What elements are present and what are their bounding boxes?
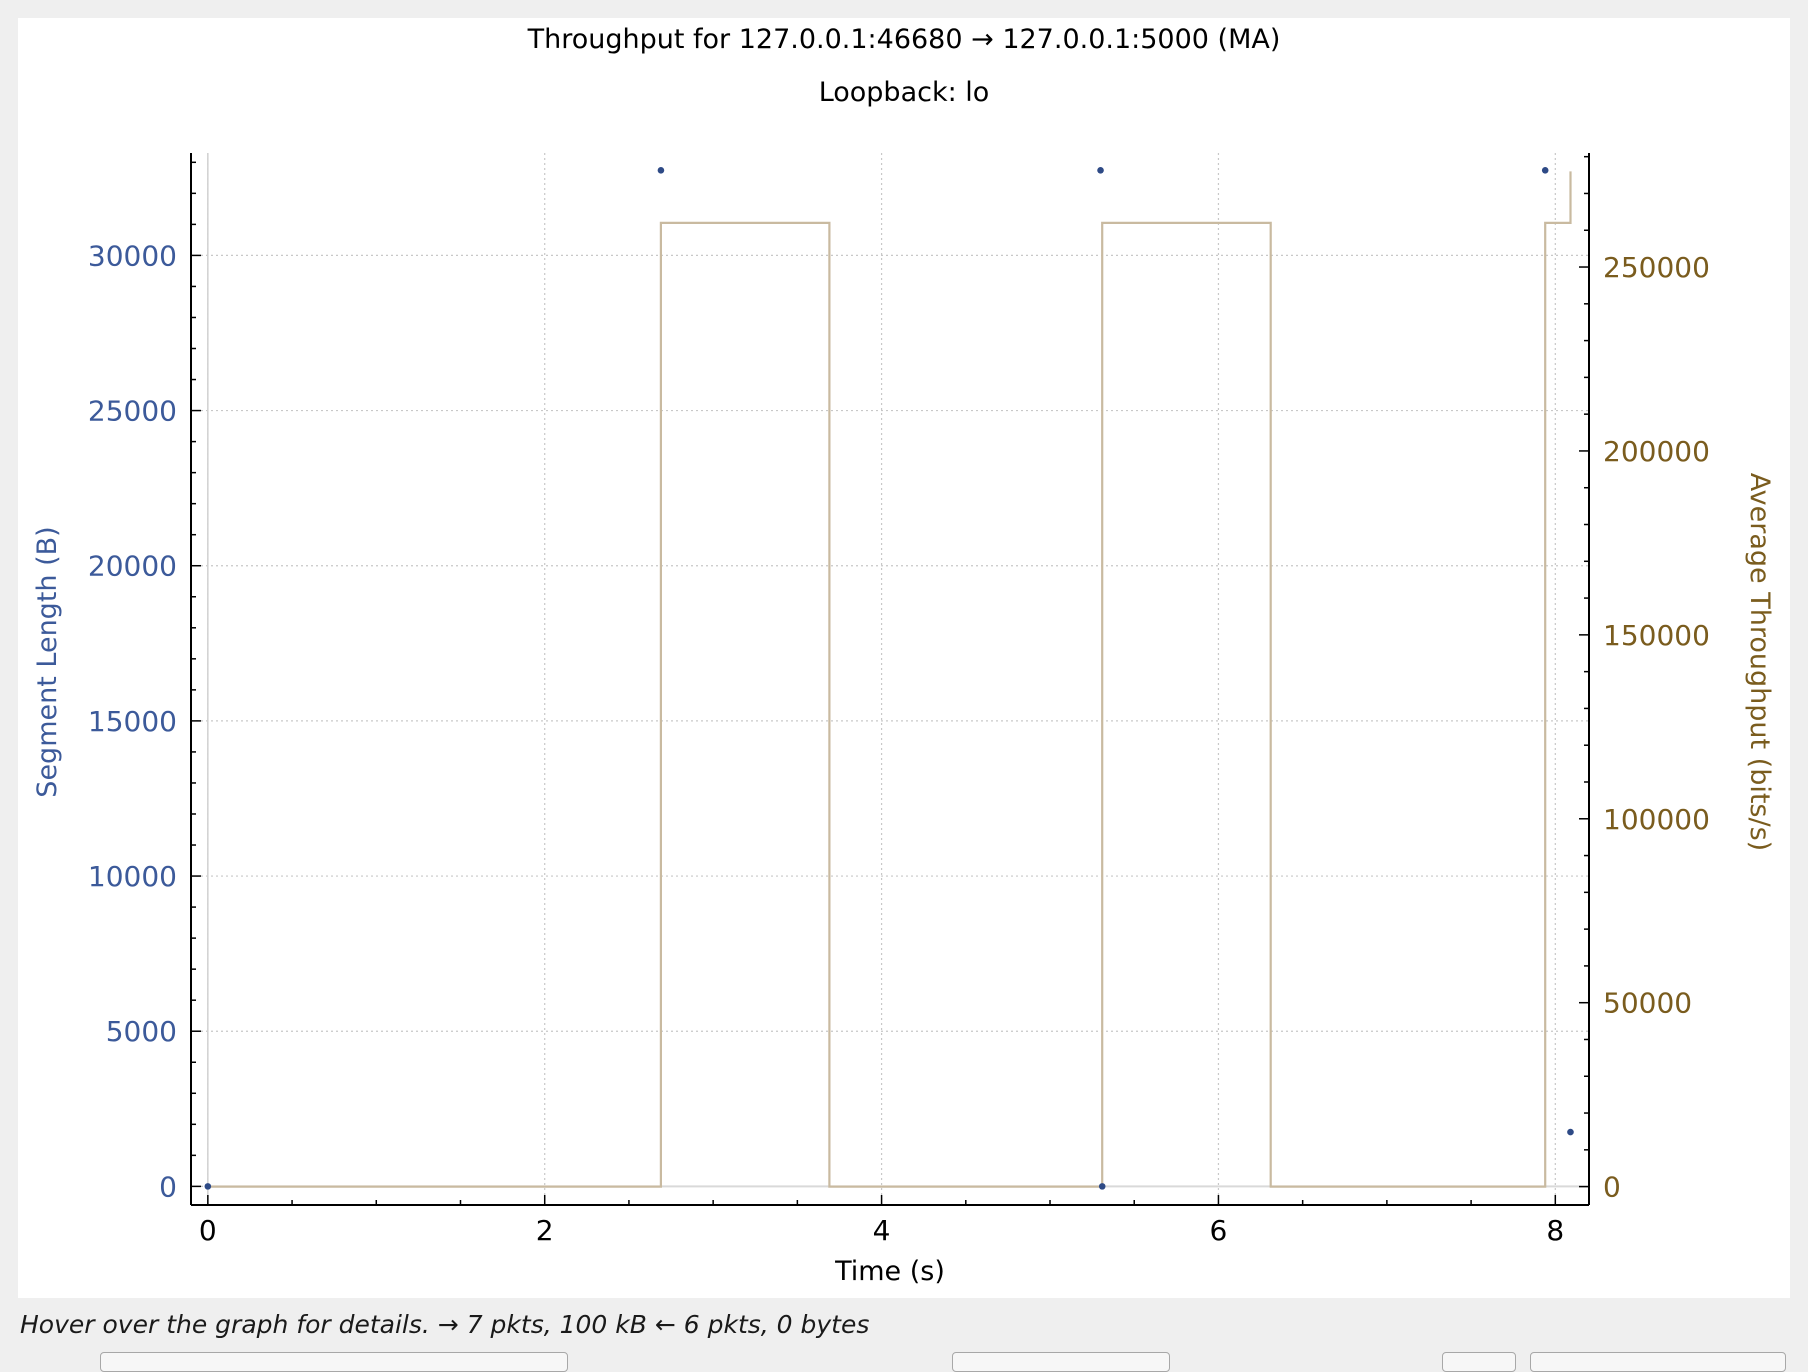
segment-point bbox=[657, 167, 665, 174]
y2-tick-label: 150000 bbox=[1603, 619, 1710, 652]
tick-labels: 0 5000 10000 15000 20000 25000 30000 0 50000 1000… bbox=[88, 239, 1710, 1247]
y2-tick-label: 50000 bbox=[1603, 987, 1692, 1020]
segment-point bbox=[1098, 1183, 1106, 1190]
y2-tick-label: 250000 bbox=[1603, 251, 1710, 284]
axes bbox=[190, 153, 1590, 1206]
x-tick-label: 8 bbox=[1546, 1214, 1564, 1247]
x-axis-label: Time (s) bbox=[834, 1256, 945, 1287]
segment-point bbox=[1567, 1128, 1574, 1136]
y-axis-label: Segment Length (B) bbox=[32, 526, 63, 797]
graph-type-select[interactable] bbox=[952, 1352, 1170, 1372]
y2-axis-label: Average Throughput (bits/s) bbox=[1744, 473, 1775, 851]
segment-series bbox=[204, 167, 1574, 1190]
y-tick-label: 15000 bbox=[88, 705, 177, 738]
zoom-button[interactable] bbox=[1442, 1352, 1516, 1372]
x-tick-label: 2 bbox=[536, 1214, 554, 1247]
y-tick-label: 0 bbox=[159, 1170, 177, 1203]
x-tick-label: 4 bbox=[873, 1214, 891, 1247]
grid-lines bbox=[191, 153, 1589, 1205]
plot-panel[interactable]: Throughput for 127.0.0.1:46680 → 127.0.0… bbox=[18, 18, 1790, 1298]
segment-point bbox=[204, 1183, 212, 1190]
chart-subtitle: Loopback: lo bbox=[819, 77, 990, 108]
throughput-chart[interactable]: Throughput for 127.0.0.1:46680 → 127.0.0… bbox=[18, 18, 1790, 1298]
throughput-line bbox=[207, 171, 1572, 1188]
y2-tick-label: 0 bbox=[1603, 1171, 1621, 1204]
y-tick-label: 5000 bbox=[106, 1015, 177, 1048]
y2-tick-label: 200000 bbox=[1603, 435, 1710, 468]
y2-tick-label: 100000 bbox=[1603, 803, 1710, 836]
y-tick-label: 20000 bbox=[88, 550, 177, 583]
throughput-series bbox=[207, 171, 1572, 1188]
chart-title: Throughput for 127.0.0.1:46680 → 127.0.0… bbox=[527, 24, 1281, 55]
y-tick-label: 10000 bbox=[88, 860, 177, 893]
segment-point bbox=[1097, 167, 1104, 174]
x-tick-label: 0 bbox=[199, 1214, 217, 1247]
x-tick-label: 6 bbox=[1210, 1214, 1228, 1247]
y-tick-label: 30000 bbox=[88, 239, 177, 272]
segment-point bbox=[1541, 167, 1549, 174]
status-hint: Hover over the graph for details. → 7 pk… bbox=[20, 1310, 870, 1339]
reset-button[interactable] bbox=[100, 1352, 568, 1372]
y-tick-label: 25000 bbox=[88, 395, 177, 428]
close-button[interactable] bbox=[1530, 1352, 1786, 1372]
